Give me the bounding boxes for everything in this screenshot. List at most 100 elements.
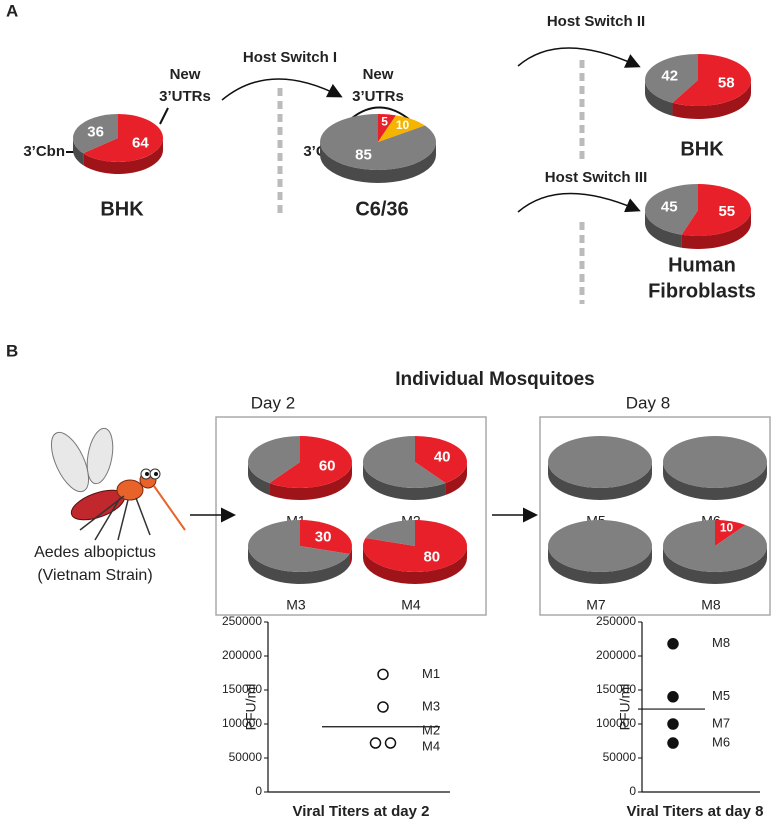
y-tick-label: 200000: [596, 648, 636, 662]
y-tick-label: 100000: [222, 716, 262, 730]
pie-side: [548, 462, 652, 500]
y-tick-label: 250000: [596, 614, 636, 628]
y-tick-label: 150000: [596, 682, 636, 696]
pie-side: [681, 210, 751, 249]
pie-slice: [83, 114, 163, 162]
point-label: M7: [712, 715, 730, 730]
value-label: 42: [661, 67, 678, 84]
pie-slice: [548, 436, 652, 488]
value-label: 36: [87, 123, 104, 140]
pie-side: [663, 546, 767, 584]
point-label: M6: [712, 734, 730, 749]
pie-slice: [363, 520, 468, 572]
pie-side: [445, 462, 467, 496]
point: [667, 718, 679, 730]
pie-slice: [300, 520, 353, 555]
mosquito: [50, 427, 186, 541]
pie-side: [83, 138, 163, 174]
point-label: M4: [422, 738, 440, 753]
y-tick-label: 150000: [222, 682, 262, 696]
point-label: M3: [422, 698, 440, 713]
panel-label: B: [6, 341, 18, 360]
y-tick-label: 50000: [229, 750, 263, 764]
pie-label: M7: [586, 597, 606, 613]
pie-side: [248, 462, 270, 496]
pie-side: [645, 210, 682, 248]
pie-slice: [363, 436, 446, 489]
pie-slice: [248, 436, 300, 484]
pie-slice: [73, 114, 118, 154]
point: [667, 737, 679, 749]
value-label: 55: [718, 203, 735, 220]
y-tick-label: 50000: [603, 750, 637, 764]
y-tick-label: 0: [629, 784, 636, 798]
arrow-label: Host Switch III: [545, 169, 648, 186]
arrow-label: Host Switch II: [547, 13, 645, 30]
value-label: 30: [315, 529, 332, 546]
panel-label: A: [6, 1, 18, 20]
point-label: M2: [422, 722, 440, 737]
pie-label: Fibroblasts: [648, 280, 756, 302]
pie-slice: [681, 184, 751, 236]
value-label: 40: [434, 449, 451, 466]
arrow-label: Host Switch I: [243, 49, 337, 66]
pie-label: M8: [701, 597, 721, 613]
group-box: [215, 416, 487, 616]
pie-slice: [672, 54, 751, 106]
pie-side: [548, 546, 652, 584]
pie-slice: [378, 115, 425, 142]
pie-label: M3: [286, 597, 306, 613]
point-label: M5: [712, 688, 730, 703]
point: [384, 737, 397, 749]
value-label: 60: [319, 457, 336, 474]
callout: 3’UTRs: [159, 88, 211, 105]
value-label: 64: [132, 135, 149, 152]
pie-slice: [248, 520, 350, 572]
callout: New: [363, 66, 394, 83]
point: [377, 701, 389, 713]
value-label: 85: [355, 147, 372, 164]
arrow: [517, 47, 641, 68]
pie-slice: [663, 436, 767, 488]
arrow: [221, 78, 343, 101]
callout-line: [159, 107, 169, 125]
pie-label: C6/36: [355, 198, 408, 220]
y-axis-label: PFU/ml: [243, 684, 259, 731]
value-label: 45: [661, 199, 678, 216]
point-label: M1: [422, 666, 440, 681]
pie-slice: [415, 436, 468, 484]
point: [377, 668, 389, 681]
callout: New: [170, 66, 201, 83]
pie-side: [349, 546, 352, 567]
pie-label: M4: [401, 597, 421, 613]
point: [369, 737, 382, 749]
pie-slice: [378, 114, 396, 142]
point: [667, 638, 679, 650]
pie-slice: [662, 520, 767, 572]
pie-side: [73, 138, 84, 166]
y-tick-label: 0: [255, 784, 262, 798]
callout: 3’UTRs: [352, 88, 404, 105]
pie-slice: [320, 114, 436, 171]
pie-label: Human: [668, 254, 736, 276]
value-label: 10: [720, 520, 734, 534]
pie-side: [320, 142, 436, 183]
chart-title: Viral Titers at day 2: [292, 803, 429, 820]
point-label: M8: [712, 635, 730, 650]
y-tick-label: 100000: [596, 716, 636, 730]
pie-side: [269, 462, 352, 500]
callout-arc: [351, 106, 411, 121]
y-axis-label: PFU/ml: [617, 684, 633, 731]
y-tick-label: 200000: [222, 648, 262, 662]
day-label: Day 2: [251, 393, 295, 412]
value-label: 5: [381, 114, 388, 128]
pie-label: BHK: [680, 138, 724, 160]
pie-slice: [548, 520, 652, 572]
pie-side: [248, 546, 350, 584]
pie-slice: [645, 184, 698, 235]
group-box: [539, 416, 771, 616]
pie-slice: [715, 520, 746, 546]
pie-side: [645, 80, 673, 116]
value-label: 58: [718, 75, 735, 92]
